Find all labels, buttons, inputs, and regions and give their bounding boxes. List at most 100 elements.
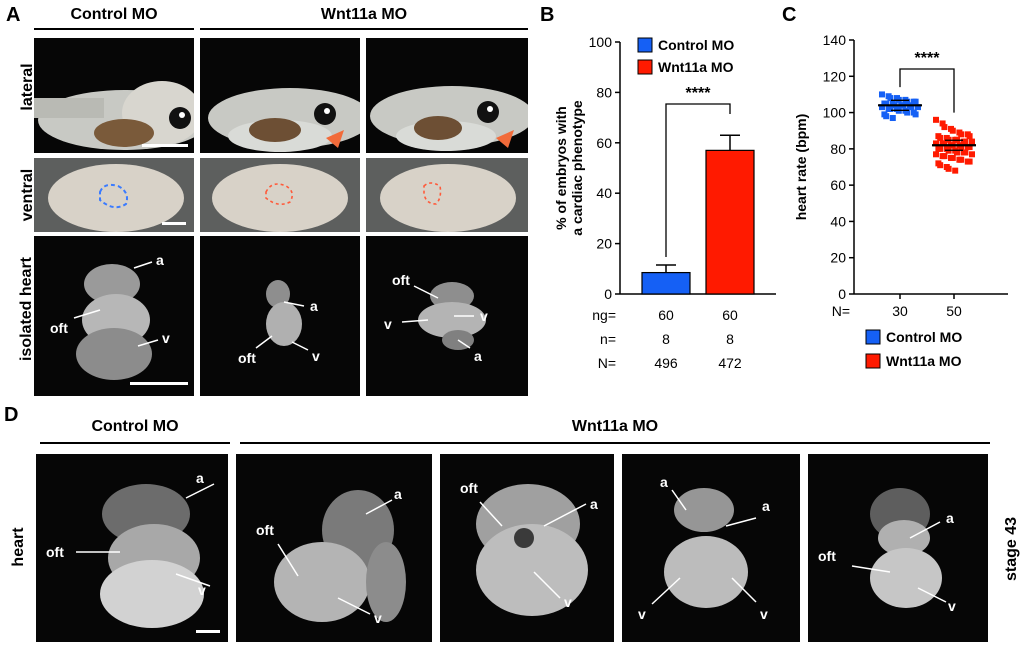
legend-swatch — [865, 353, 881, 369]
label-outflow-tract: oft — [460, 480, 478, 496]
data-point — [883, 113, 890, 120]
heart-illustration — [255, 280, 309, 351]
data-point — [958, 156, 965, 163]
y-tick-label: 20 — [596, 236, 612, 252]
label-outflow-tract: oft — [256, 522, 274, 538]
legend-swatch — [865, 329, 881, 345]
legend-label: Wnt11a MO — [886, 353, 962, 369]
label-atrium: a — [394, 486, 402, 502]
label-ventricle: v — [638, 606, 646, 622]
chart-c: 0 20 40 60 80 100 120 140 heart rate (bpm) 30 50 N=… — [782, 28, 1022, 390]
y-tick-label: 40 — [596, 185, 612, 201]
image-lateral-wnt-2 — [366, 38, 528, 153]
x-tick-label: 50 — [946, 303, 962, 319]
panel-a-letter: A — [6, 4, 21, 26]
legend-label: Wnt11a MO — [658, 59, 734, 75]
label-atrium: a — [762, 498, 770, 514]
data-point — [904, 109, 911, 116]
data-point — [966, 133, 973, 140]
label-outflow-tract: oft — [50, 320, 68, 336]
label-atrium: a — [196, 470, 204, 486]
tadpole-illustration — [370, 86, 528, 151]
label-outflow-tract: oft — [46, 544, 64, 560]
data-point — [939, 120, 946, 127]
data-point — [912, 111, 919, 118]
legend-swatch — [637, 37, 653, 53]
scale-bar — [162, 222, 186, 225]
table-cell: 60 — [722, 307, 738, 323]
data-point — [937, 162, 944, 169]
panel-a-header-control: Control MO — [70, 6, 158, 23]
y-tick-label: 20 — [830, 250, 846, 266]
y-axis-label-line1: % of embryos with — [553, 106, 569, 230]
panel-d-side-label: stage 43 — [1003, 516, 1020, 582]
y-axis-label-line2: a cardiac phenotype — [569, 100, 585, 236]
image-lateral-wnt-1 — [200, 38, 360, 153]
table-row-label: ng= — [592, 307, 616, 323]
scale-bar — [196, 630, 220, 633]
label-ventricle: v — [384, 316, 392, 332]
data-point — [969, 138, 975, 145]
y-tick-label: 100 — [589, 34, 613, 50]
image-ventral-wnt-2 — [366, 158, 528, 232]
significance-bracket — [899, 68, 955, 113]
label-atrium: a — [660, 474, 668, 490]
y-tick-label: 80 — [830, 141, 846, 157]
data-point — [941, 153, 948, 160]
label-outflow-tract: oft — [392, 272, 410, 288]
data-point — [958, 144, 965, 151]
label-atrium: a — [946, 510, 954, 526]
image-isolated-heart-control: a oft v — [34, 236, 194, 396]
y-tick-label: 100 — [823, 105, 847, 121]
scale-bar — [130, 382, 188, 385]
image-d-control: a oft v — [36, 454, 228, 642]
image-isolated-heart-wnt-2: oft v v a — [366, 236, 528, 396]
arrowhead-icon — [326, 130, 344, 148]
label-ventricle: v — [198, 582, 206, 598]
heart-illustration — [476, 484, 588, 616]
y-tick-label: 80 — [596, 84, 612, 100]
data-point — [969, 151, 975, 158]
panel-a-rule-wnt — [200, 28, 528, 30]
label-ventricle: v — [564, 594, 572, 610]
data-point — [933, 140, 939, 147]
panel-c-letter: C — [782, 4, 797, 26]
heart-illustration — [851, 488, 947, 608]
bar-control-mo — [641, 271, 691, 295]
label-ventricle: v — [374, 610, 382, 626]
label-atrium: a — [156, 252, 164, 268]
x-tick-label: 30 — [892, 303, 908, 319]
x-axis-prefix: N= — [832, 303, 850, 319]
table-row-label: n= — [600, 331, 616, 347]
table-cell: 8 — [726, 331, 734, 347]
image-isolated-heart-wnt-1: a oft v — [200, 236, 360, 396]
label-ventricle: v — [480, 308, 488, 324]
significance-label: **** — [686, 85, 712, 102]
image-lateral-control — [34, 38, 194, 153]
heart-illustration — [76, 483, 215, 628]
label-ventricle: v — [162, 330, 170, 346]
data-point — [887, 95, 894, 102]
chart-b-svg: 0 20 40 60 80 100 % of embryos with a cardiac p… — [553, 34, 776, 371]
data-point — [879, 91, 885, 98]
ventral-view-illustration — [366, 158, 528, 232]
data-point — [937, 134, 944, 141]
tadpole-illustration — [34, 81, 194, 150]
legend-label: Control MO — [658, 37, 734, 53]
panel-d-header-wnt: Wnt11a MO — [571, 418, 659, 435]
image-d-wnt-4: a oft v — [808, 454, 988, 642]
ventral-view-illustration — [200, 158, 360, 232]
y-tick-label: 0 — [604, 286, 612, 302]
label-ventricle: v — [760, 606, 768, 622]
y-tick-label: 60 — [596, 135, 612, 151]
data-point — [949, 127, 956, 134]
label-atrium: a — [590, 496, 598, 512]
table-cell: 472 — [718, 355, 742, 371]
data-point — [952, 167, 959, 174]
data-point — [933, 116, 939, 123]
table-cell: 60 — [658, 307, 674, 323]
label-outflow-tract: oft — [818, 548, 836, 564]
panel-d-rule-wnt — [240, 442, 990, 444]
data-point — [933, 151, 939, 158]
data-point — [915, 104, 921, 111]
